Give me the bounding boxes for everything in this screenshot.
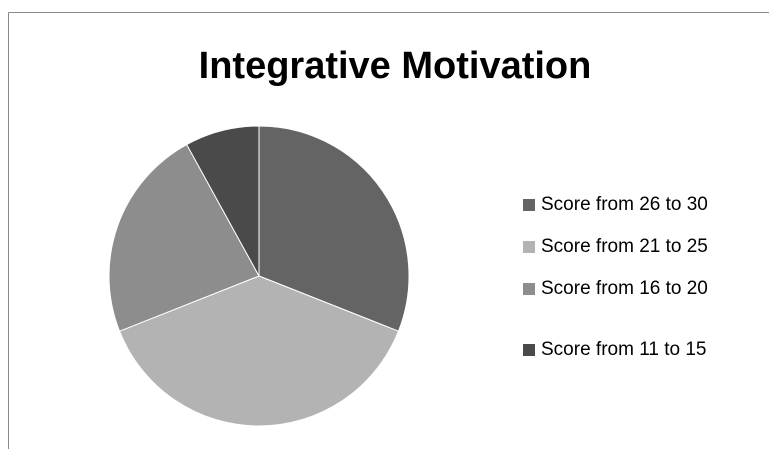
legend-swatch	[523, 241, 535, 253]
legend-label: Score from 11 to 15	[541, 339, 706, 360]
pie-slice	[186, 125, 260, 277]
pie-slice	[258, 125, 410, 332]
legend-swatch	[523, 344, 535, 356]
legend-swatch	[523, 283, 535, 295]
legend-label: Score from 21 to 25	[541, 236, 708, 257]
legend-label: Score from 26 to 30	[541, 194, 708, 215]
legend-label: Score from 16 to 20	[541, 278, 708, 299]
pie-slice	[118, 275, 400, 427]
pie-slice	[108, 143, 260, 332]
chart-title: Integrative Motivation	[199, 45, 592, 87]
legend-swatch	[523, 199, 535, 211]
